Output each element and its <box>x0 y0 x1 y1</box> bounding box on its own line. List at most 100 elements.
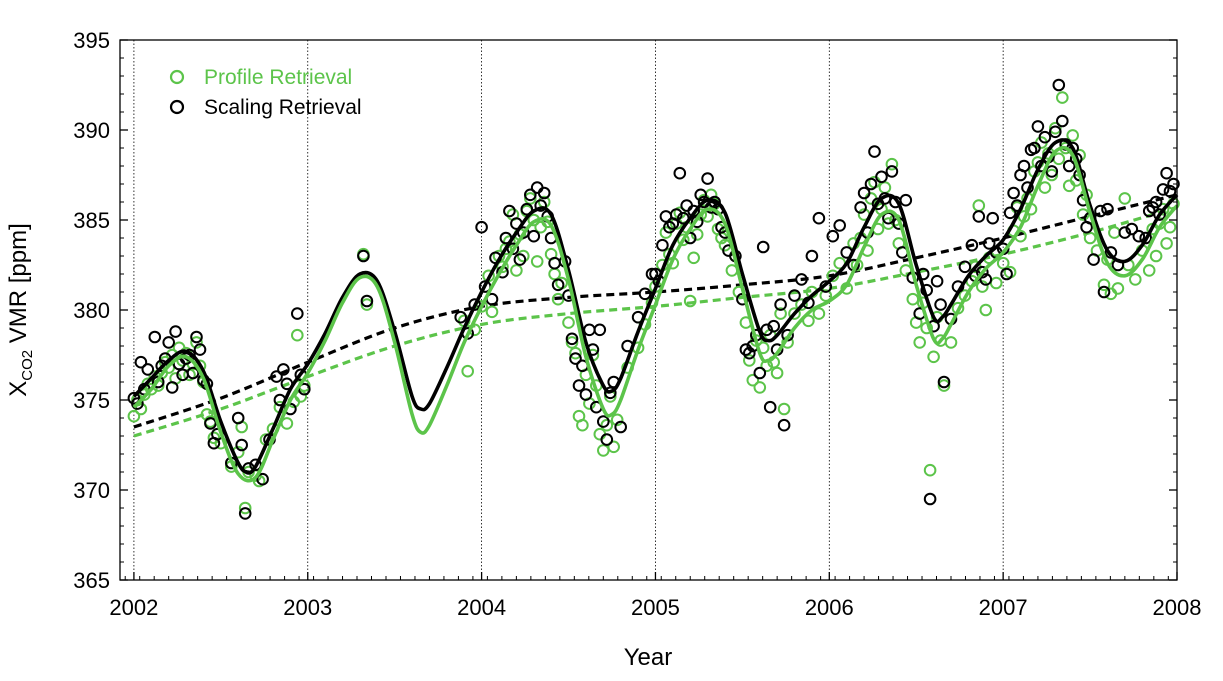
y-tick-label: 380 <box>73 298 110 323</box>
x-tick-label: 2005 <box>631 595 680 620</box>
data-point-profile <box>927 350 940 364</box>
data-point-scaling <box>1003 206 1017 220</box>
data-point-profile <box>788 307 801 320</box>
data-point-scaling <box>899 193 913 207</box>
data-point-scaling <box>753 366 767 380</box>
data-point-profile <box>294 390 308 403</box>
data-point-scaling <box>972 210 986 223</box>
data-point-scaling <box>875 170 888 184</box>
data-point-scaling <box>663 220 676 234</box>
data-point-profile <box>976 280 989 293</box>
data-point-profile <box>1129 273 1142 286</box>
data-point-scaling <box>1097 285 1111 299</box>
data-point-profile <box>1076 208 1090 221</box>
data-point-scaling <box>270 370 283 383</box>
data-point-scaling <box>551 278 565 292</box>
data-point-scaling <box>1094 204 1107 218</box>
data-point-scaling <box>857 186 871 200</box>
data-point-profile <box>1160 237 1173 250</box>
data-point-scaling <box>982 237 996 250</box>
data-point-scaling <box>833 219 847 232</box>
data-point-profile <box>1108 226 1121 239</box>
data-point-profile <box>569 346 582 360</box>
data-point-scaling <box>600 433 614 446</box>
y-tick-label: 390 <box>73 118 110 143</box>
data-point-profile <box>913 336 927 349</box>
data-point-scaling <box>1062 159 1076 173</box>
data-point-profile <box>746 373 760 387</box>
data-point-profile <box>1056 91 1069 104</box>
data-point-scaling <box>169 325 182 338</box>
data-point-scaling <box>864 177 878 191</box>
y-axis-title-main: X <box>5 381 32 397</box>
data-point-profile <box>753 381 767 394</box>
data-point-scaling <box>513 253 527 266</box>
data-point-profile <box>1111 282 1125 295</box>
data-point-profile <box>944 336 958 349</box>
data-point-profile <box>677 233 690 247</box>
data-point-scaling <box>680 199 694 212</box>
data-point-scaling <box>670 208 683 221</box>
data-point-scaling <box>937 375 951 389</box>
data-point-scaling <box>524 188 537 202</box>
data-point-scaling <box>788 289 801 302</box>
data-point-scaling <box>930 274 944 288</box>
data-point-scaling <box>1167 177 1180 191</box>
legend-marker-scaling <box>169 99 185 115</box>
data-point-profile <box>565 336 579 349</box>
data-point-scaling <box>475 220 488 234</box>
y-tick-label: 365 <box>73 568 110 593</box>
data-points <box>127 78 1180 520</box>
data-point-profile <box>923 463 937 477</box>
data-point-scaling <box>708 195 721 209</box>
data-point-scaling <box>1149 195 1163 209</box>
data-point-scaling <box>1031 120 1045 133</box>
data-point-profile <box>683 294 697 308</box>
data-point-scaling <box>186 366 200 380</box>
data-point-scaling <box>583 323 596 337</box>
data-point-scaling <box>656 238 669 252</box>
x-tick-label: 2002 <box>109 595 158 620</box>
data-point-scaling <box>1132 229 1146 243</box>
data-point-profile <box>972 199 986 212</box>
data-point-scaling <box>1017 159 1031 173</box>
data-point-profile <box>524 192 537 205</box>
y-tick-labels: 365 370 375 380 385 390 395 <box>73 28 110 593</box>
data-point-scaling <box>193 343 207 356</box>
svg-text:XCO2 VMR [ppm]: XCO2 VMR [ppm] <box>5 223 36 397</box>
data-point-scaling <box>1000 267 1013 281</box>
data-point-scaling <box>277 363 290 376</box>
data-point-scaling <box>1160 166 1173 180</box>
data-point-scaling <box>756 240 770 254</box>
data-point-profile <box>145 382 158 396</box>
data-point-profile <box>530 255 544 268</box>
data-point-scaling <box>979 273 993 286</box>
data-point-scaling <box>1045 165 1059 178</box>
y-tick-label: 370 <box>73 478 110 503</box>
data-point-profile <box>690 228 704 241</box>
gridlines <box>133 40 1004 580</box>
x-tick-label: 2007 <box>979 595 1028 620</box>
data-point-profile <box>1104 287 1118 301</box>
data-point-scaling <box>134 355 148 369</box>
data-point-profile <box>510 264 523 277</box>
y-axis-title: XCO2 VMR [ppm] <box>5 223 36 397</box>
data-point-scaling <box>527 229 541 243</box>
data-point-profile <box>687 251 701 265</box>
data-point-scaling <box>923 492 937 506</box>
data-point-scaling <box>357 249 370 263</box>
data-point-scaling <box>976 265 989 279</box>
data-point-scaling <box>148 330 162 344</box>
data-point-scaling <box>569 352 582 365</box>
x-tick-labels: 2002 2003 2004 2005 2006 2007 2008 <box>109 595 1201 620</box>
data-point-profile <box>878 181 892 194</box>
data-point-profile <box>885 157 899 171</box>
data-point-profile <box>607 440 621 454</box>
data-point-scaling <box>141 363 155 376</box>
data-point-profile <box>517 249 530 263</box>
data-point-profile <box>576 418 589 432</box>
data-point-scaling <box>537 186 551 200</box>
data-point-scaling <box>614 420 628 434</box>
data-point-profile <box>1049 121 1062 135</box>
